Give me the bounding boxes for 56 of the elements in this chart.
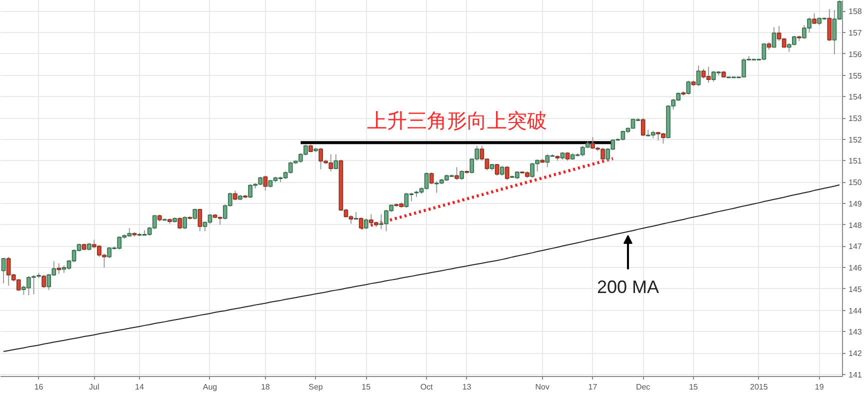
x-tick-label: Sep <box>308 382 324 392</box>
candlestick <box>827 8 832 42</box>
candlestick <box>504 166 510 180</box>
y-tick-label: 145 <box>848 284 862 294</box>
text: 200 MA <box>596 276 659 297</box>
x-tick-label: 13 <box>462 382 472 392</box>
y-tick-label: 147 <box>848 242 862 252</box>
y-tick-label: 151 <box>848 156 862 166</box>
y-tick-label: 146 <box>848 264 862 273</box>
x-tick-label: 17 <box>588 382 598 392</box>
candlestick <box>460 170 464 180</box>
y-tick-label: 158 <box>848 7 862 16</box>
annotation: 上升三角形向上突破 <box>366 110 547 133</box>
candlestick <box>364 218 368 230</box>
y-tick-label: 156 <box>848 50 862 59</box>
x-tick-label: 14 <box>135 382 144 392</box>
y-tick-label: 157 <box>848 28 862 38</box>
candlestick <box>640 118 646 137</box>
y-tick-label: 141 <box>848 370 862 380</box>
x-tick-label: Nov <box>535 382 550 392</box>
y-tick-label: 150 <box>848 178 862 188</box>
candlestick <box>334 154 338 170</box>
y-tick-label: 142 <box>848 349 862 358</box>
candlestick <box>772 26 776 48</box>
candlestick <box>1 257 6 284</box>
y-tick-label: 143 <box>848 328 862 337</box>
y-tick-label: 155 <box>848 71 862 80</box>
x-tick-label: 15 <box>688 382 698 392</box>
y-tick-label: 154 <box>848 92 862 102</box>
x-tick-label: Aug <box>202 382 218 392</box>
y-tick-label: 144 <box>848 306 862 316</box>
candlestick <box>178 216 182 230</box>
candlestick <box>42 274 46 288</box>
candlestick <box>454 166 459 180</box>
candlestick <box>263 175 268 192</box>
x-tick-label: 2015 <box>750 382 768 392</box>
candlestick <box>696 65 701 86</box>
y-tick-label: 149 <box>848 199 862 208</box>
y-tick-label: 153 <box>848 114 862 123</box>
candlestick <box>686 80 691 95</box>
y-tick-label: 148 <box>848 220 862 230</box>
x-tick-label: Jul <box>89 382 100 392</box>
candlestick <box>358 216 364 230</box>
x-tick-label: 16 <box>34 382 44 392</box>
x-tick-label: Oct <box>420 382 434 392</box>
x-tick-label: 19 <box>814 382 824 392</box>
candlestick <box>198 208 202 232</box>
x-tick-label: 15 <box>362 382 372 392</box>
x-tick-label: Dec <box>636 382 650 392</box>
candlestick <box>233 190 238 201</box>
x-tick-label: 18 <box>260 382 270 392</box>
y-tick-label: 152 <box>848 135 862 144</box>
line-series <box>3 184 840 352</box>
candlestick <box>182 216 187 230</box>
candlestick <box>500 166 504 176</box>
candlestick <box>429 172 434 185</box>
